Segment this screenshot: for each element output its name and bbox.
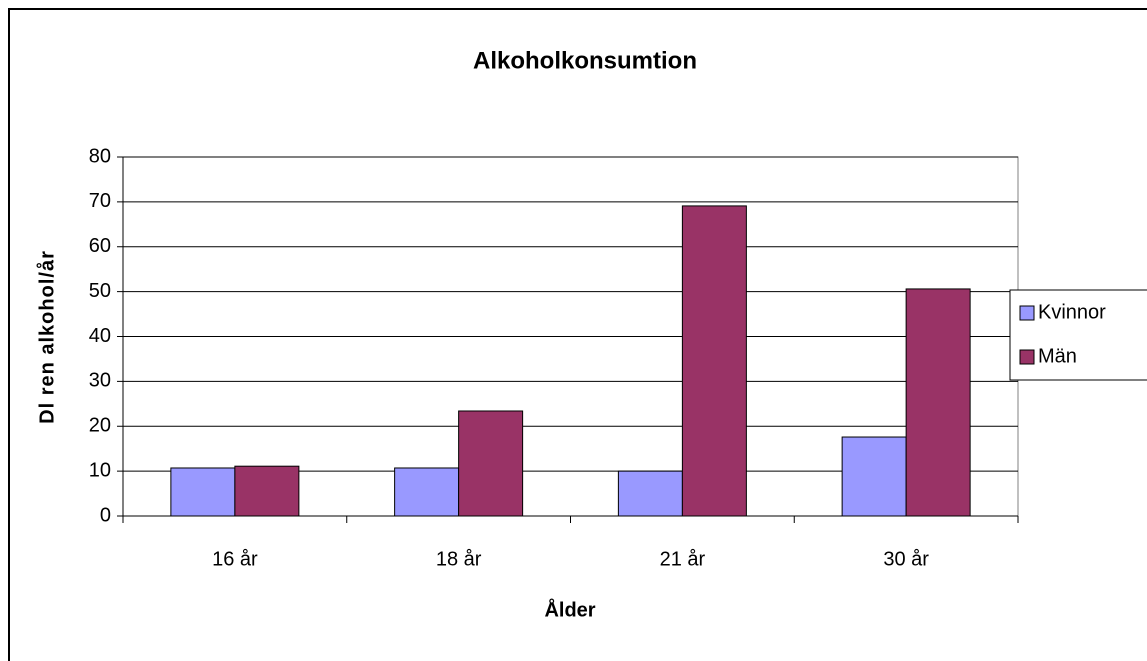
legend-label: Kvinnor xyxy=(1038,301,1106,323)
legend-box xyxy=(1009,289,1147,381)
x-tick-label: 18 år xyxy=(436,548,482,570)
y-tick-label: 40 xyxy=(89,325,111,347)
legend-swatch xyxy=(1019,305,1035,321)
x-tick-label: 16 år xyxy=(212,548,258,570)
bar xyxy=(170,467,236,517)
bar xyxy=(458,410,524,517)
bar xyxy=(394,467,460,517)
chart-title: Alkoholkonsumtion xyxy=(473,47,697,74)
bar xyxy=(234,465,300,517)
x-axis-label: Ålder xyxy=(544,597,595,621)
bar xyxy=(905,288,971,517)
x-tick-label: 21 år xyxy=(660,548,706,570)
bar xyxy=(681,205,747,517)
bar xyxy=(841,436,907,517)
y-tick-label: 10 xyxy=(89,459,111,481)
y-axis-label: Dl ren alkohol/år xyxy=(35,250,58,424)
y-tick-label: 70 xyxy=(89,190,111,212)
y-tick-label: 50 xyxy=(89,280,111,302)
legend-swatch xyxy=(1019,349,1035,365)
x-tick-label: 30 år xyxy=(883,548,929,570)
y-tick-label: 0 xyxy=(100,504,111,526)
y-tick-label: 30 xyxy=(89,370,111,392)
legend-label: Män xyxy=(1038,345,1077,367)
y-tick-label: 80 xyxy=(89,145,111,167)
y-tick-label: 60 xyxy=(89,235,111,257)
bar xyxy=(617,470,683,517)
y-tick-label: 20 xyxy=(89,415,111,437)
